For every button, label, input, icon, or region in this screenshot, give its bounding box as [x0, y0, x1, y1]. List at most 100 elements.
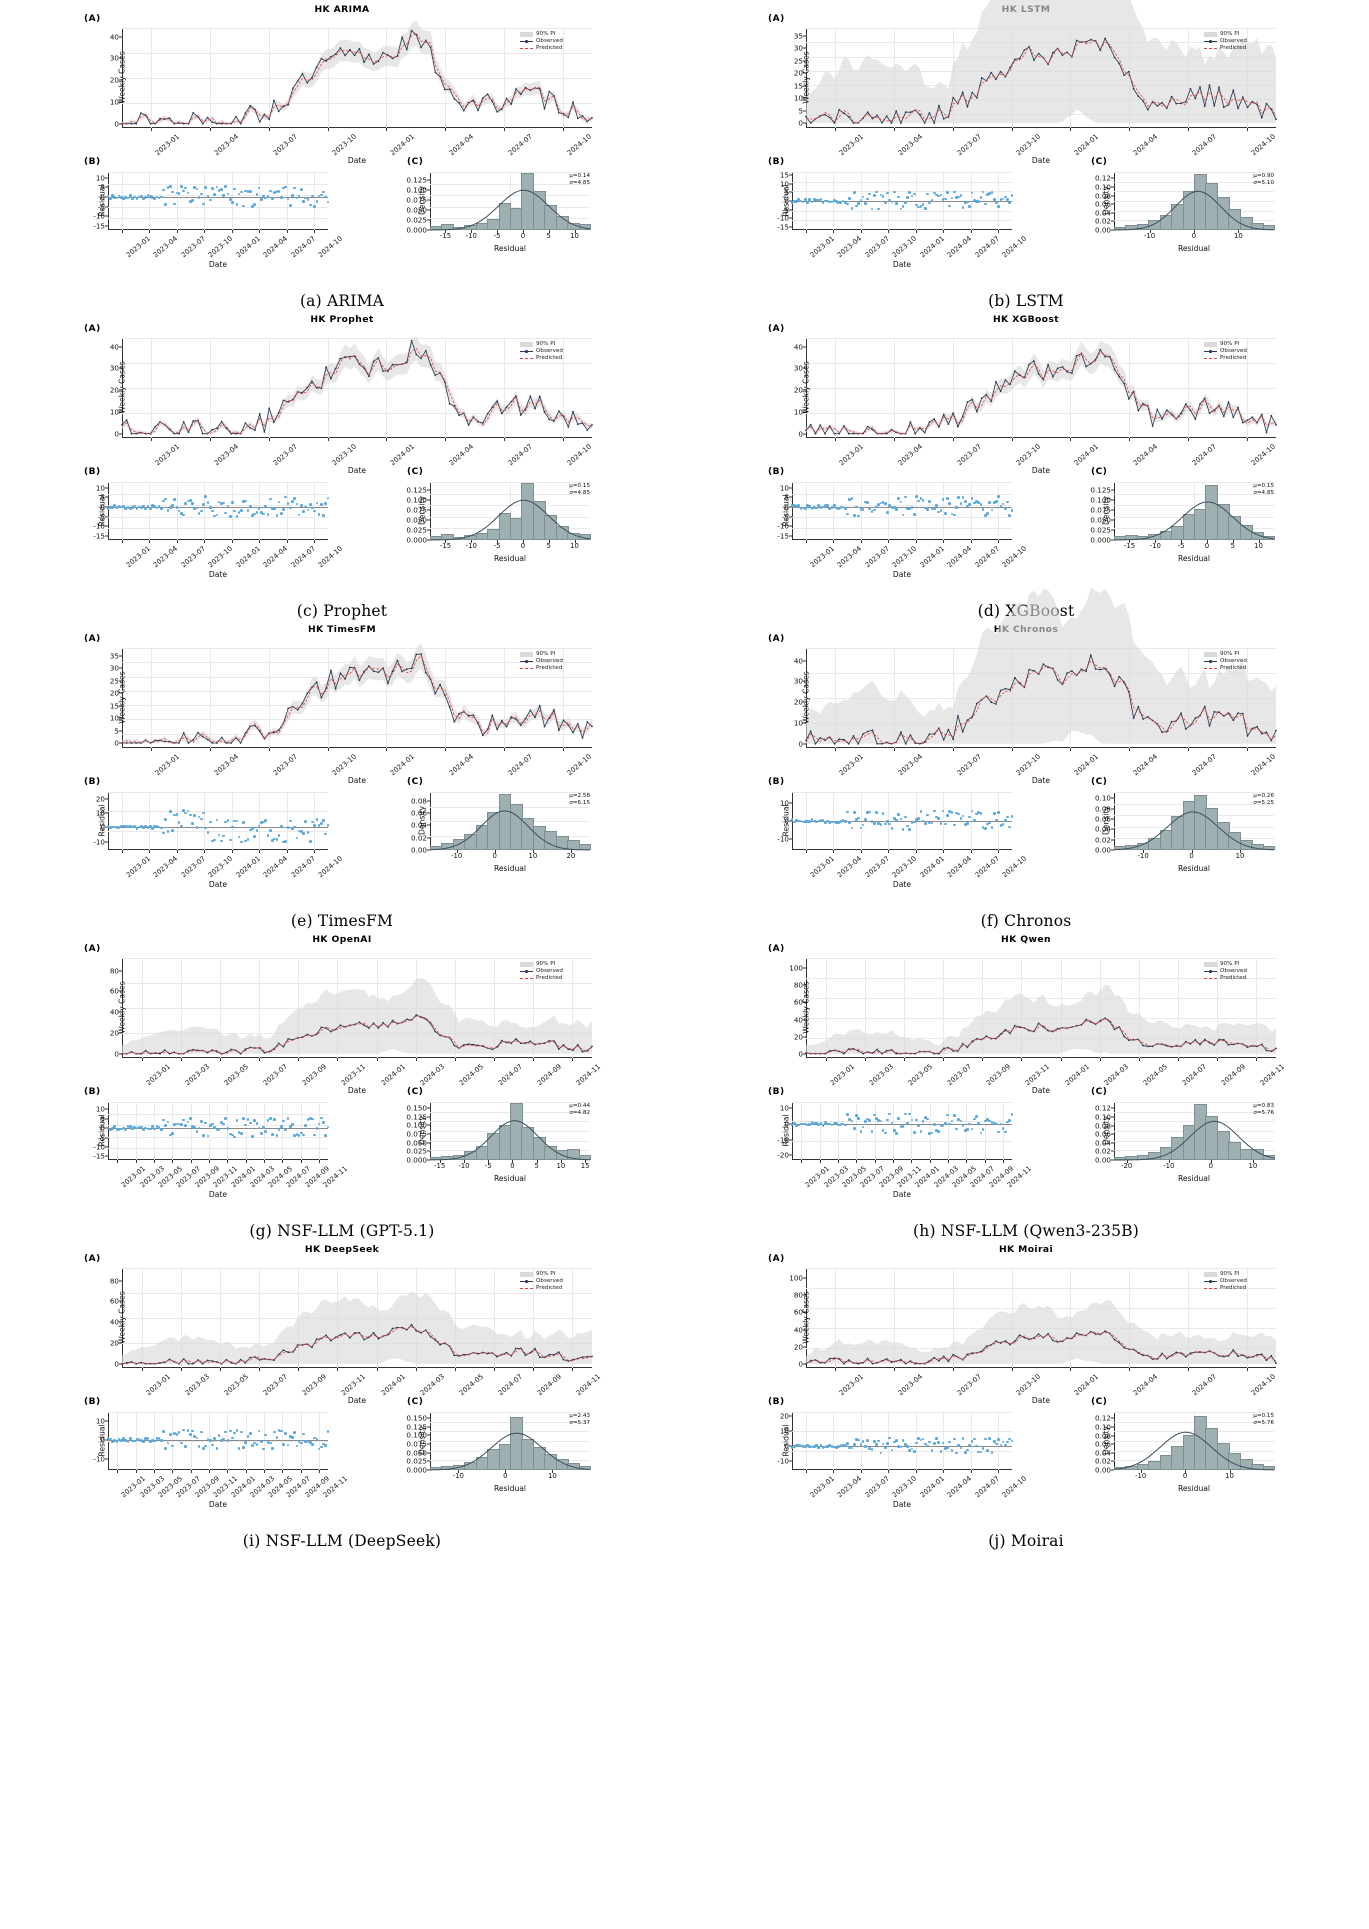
observed-marker: [325, 60, 327, 62]
residual-point: [128, 507, 132, 511]
x-tick-label: 2024-04: [1131, 752, 1160, 778]
residual-point: [286, 197, 290, 201]
x-tick-label: 2024-07: [1190, 752, 1218, 778]
observed-marker: [325, 366, 327, 368]
observed-marker: [890, 122, 893, 124]
y-tick-label: -10: [93, 211, 105, 221]
x-tick-label: 0: [510, 1162, 515, 1170]
x-tick-mark: [888, 1470, 890, 1473]
residual-point: [955, 196, 958, 199]
observed-marker: [330, 1339, 332, 1342]
plot-timesfm: HK TimesFM (A) (B) (C) 0 5 10 15 20 25 30 35 2023-01…: [62, 620, 622, 910]
legend-item-pi: 90% PI: [520, 31, 563, 38]
prediction-interval-band: [806, 1300, 1276, 1364]
observed-marker: [548, 90, 551, 93]
y-tick-label: 25: [793, 56, 803, 65]
residual-point: [264, 819, 268, 822]
x-tick-label: 2024-10: [1001, 854, 1029, 880]
residual-point: [884, 201, 887, 205]
y-tick-mark: [105, 177, 108, 179]
residual-point: [186, 191, 190, 195]
observed-marker: [1056, 679, 1059, 681]
observed-marker: [995, 78, 997, 81]
x-tick-mark: [1140, 1470, 1142, 1473]
legend-item-predicted: Predicted: [520, 975, 563, 982]
x-tick-mark: [533, 1058, 535, 1061]
x-tick-mark: [533, 1368, 535, 1371]
x-tick-label: 2023-01: [154, 752, 182, 778]
residual-point: [939, 509, 943, 512]
residual-point: [268, 1441, 272, 1445]
observed-marker: [1265, 1359, 1268, 1362]
residual-stats: μ=2.43 σ=5.37: [538, 1413, 590, 1427]
residual-point: [961, 206, 965, 209]
panel-b-ylabel: Residual: [781, 184, 791, 217]
panel-b-xlabel: Date: [208, 260, 228, 269]
observed-marker: [510, 716, 513, 718]
residual-point: [995, 201, 998, 205]
residual-point: [253, 835, 256, 838]
observed-marker: [529, 395, 532, 398]
x-tick-mark: [219, 1368, 221, 1371]
x-tick-mark: [874, 1160, 876, 1163]
zero-reference-line: [108, 507, 328, 509]
residual-point: [944, 511, 947, 515]
residual-point: [302, 509, 305, 513]
panel-c-axes: 0.000 0.025 0.050 0.075 0.100 0.125 -15 -10 -5 0 5…: [406, 172, 592, 240]
residual-point: [131, 196, 134, 200]
observed-marker: [1256, 103, 1258, 106]
residual-point: [240, 1132, 243, 1136]
x-tick-mark: [415, 1058, 417, 1061]
x-tick-mark: [1060, 1058, 1062, 1061]
pi-swatch: [520, 32, 533, 37]
x-tick-label: 2024-01: [389, 132, 417, 158]
observed-marker: [572, 101, 574, 103]
panel-b-xlabel: Date: [208, 1190, 228, 1199]
residual-point: [306, 508, 310, 512]
y-tick-mark: [119, 79, 122, 81]
residual-point: [246, 189, 250, 193]
y-tick-label: 10: [109, 407, 119, 417]
observed-marker: [420, 46, 422, 49]
residual-point: [868, 810, 872, 814]
x-tick-mark: [915, 850, 917, 853]
observed-marker: [282, 399, 285, 402]
panel-a-ylabel: Weekly Cases: [117, 361, 127, 414]
y-tick-mark: [1111, 220, 1114, 222]
panel-label-c: (C): [407, 157, 424, 167]
x-tick-label: -10: [1135, 1472, 1147, 1480]
residual-point: [1010, 1113, 1014, 1116]
x-tick-mark: [860, 540, 862, 543]
observed-marker: [201, 735, 204, 738]
observed-marker: [871, 428, 874, 431]
observed-marker: [1161, 101, 1163, 104]
observed-marker: [1203, 1038, 1206, 1041]
observed-marker: [572, 1358, 574, 1361]
x-tick-label: 2024-07: [289, 544, 317, 570]
residual-point: [866, 197, 869, 201]
observed-marker: [543, 725, 546, 728]
y-tick-label: 0.075: [406, 505, 427, 515]
x-tick-mark: [1070, 438, 1072, 441]
observed-marker: [895, 1052, 898, 1055]
panel-label-a: (A): [768, 1254, 785, 1264]
x-tick-label: 2023-07: [261, 1062, 290, 1088]
residual-point: [164, 818, 168, 821]
x-tick-mark: [445, 438, 447, 441]
legend: 90% PI Observed Predicted: [1204, 31, 1247, 52]
observed-marker: [1156, 105, 1159, 107]
residual-point: [168, 810, 172, 813]
residual-point: [160, 507, 163, 510]
residual-point: [275, 838, 279, 841]
observed-marker: [249, 104, 252, 107]
residual-point: [852, 191, 856, 194]
residual-point: [271, 1446, 274, 1450]
x-tick-label: 2023-01: [124, 544, 152, 570]
x-tick-mark: [445, 540, 447, 543]
y-tick-mark: [427, 189, 430, 191]
residual-point: [206, 501, 210, 504]
y-tick-mark: [427, 229, 430, 231]
observed-marker: [847, 115, 850, 118]
observed-marker: [933, 122, 936, 124]
stat-mu: μ=0.15: [1253, 1413, 1274, 1419]
